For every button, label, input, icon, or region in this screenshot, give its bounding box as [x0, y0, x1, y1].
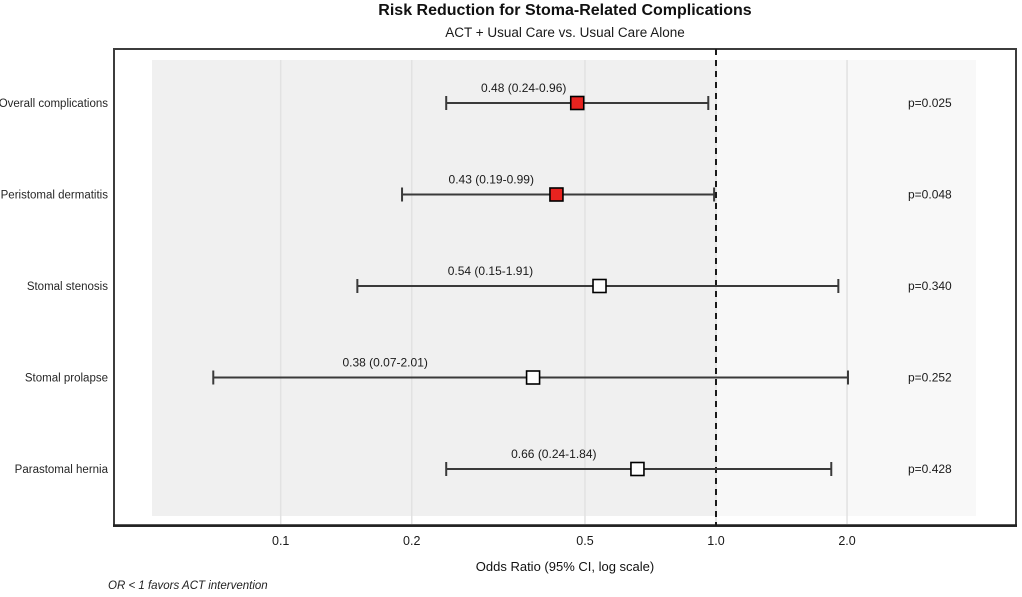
favors-intervention-shaded-region — [152, 60, 716, 516]
x-tick-label: 1.0 — [707, 534, 724, 548]
x-tick-label: 0.1 — [272, 534, 289, 548]
x-tick-label: 0.5 — [576, 534, 593, 548]
estimate-label: 0.48 (0.24-0.96) — [481, 81, 566, 95]
or-marker — [630, 461, 645, 477]
p-value-label: p=0.252 — [908, 371, 952, 385]
p-value-label: p=0.048 — [908, 188, 952, 202]
chart-title: Risk Reduction for Stoma-Related Complic… — [378, 2, 752, 19]
favors-direction-footnote: OR < 1 favors ACT intervention — [108, 580, 268, 592]
or-marker — [592, 278, 607, 294]
x-axis-label: Odds Ratio (95% CI, log scale) — [475, 559, 655, 574]
x-tick-label: 2.0 — [838, 534, 855, 548]
or-marker — [549, 187, 564, 202]
row-label: Peristomal dermatitis — [1, 190, 109, 202]
x-tick-label: 0.2 — [403, 534, 420, 548]
row-label: Overall complications — [0, 98, 108, 110]
estimate-label: 0.66 (0.24-1.84) — [511, 447, 596, 461]
or-marker — [525, 370, 541, 385]
row-label: Parastomal hernia — [15, 464, 109, 476]
or-marker — [569, 95, 585, 111]
chart-subtitle: ACT + Usual Care vs. Usual Care Alone — [445, 25, 685, 40]
estimate-label: 0.43 (0.19-0.99) — [449, 173, 534, 187]
p-value-label: p=0.428 — [908, 462, 952, 476]
estimate-label: 0.38 (0.07-2.01) — [342, 356, 427, 370]
row-label: Stomal prolapse — [25, 373, 108, 385]
p-value-label: p=0.025 — [908, 96, 952, 110]
estimate-label: 0.54 (0.15-1.91) — [448, 264, 533, 278]
p-value-label: p=0.340 — [908, 279, 952, 293]
row-label: Stomal stenosis — [27, 281, 108, 293]
panel-right-region — [716, 60, 976, 516]
